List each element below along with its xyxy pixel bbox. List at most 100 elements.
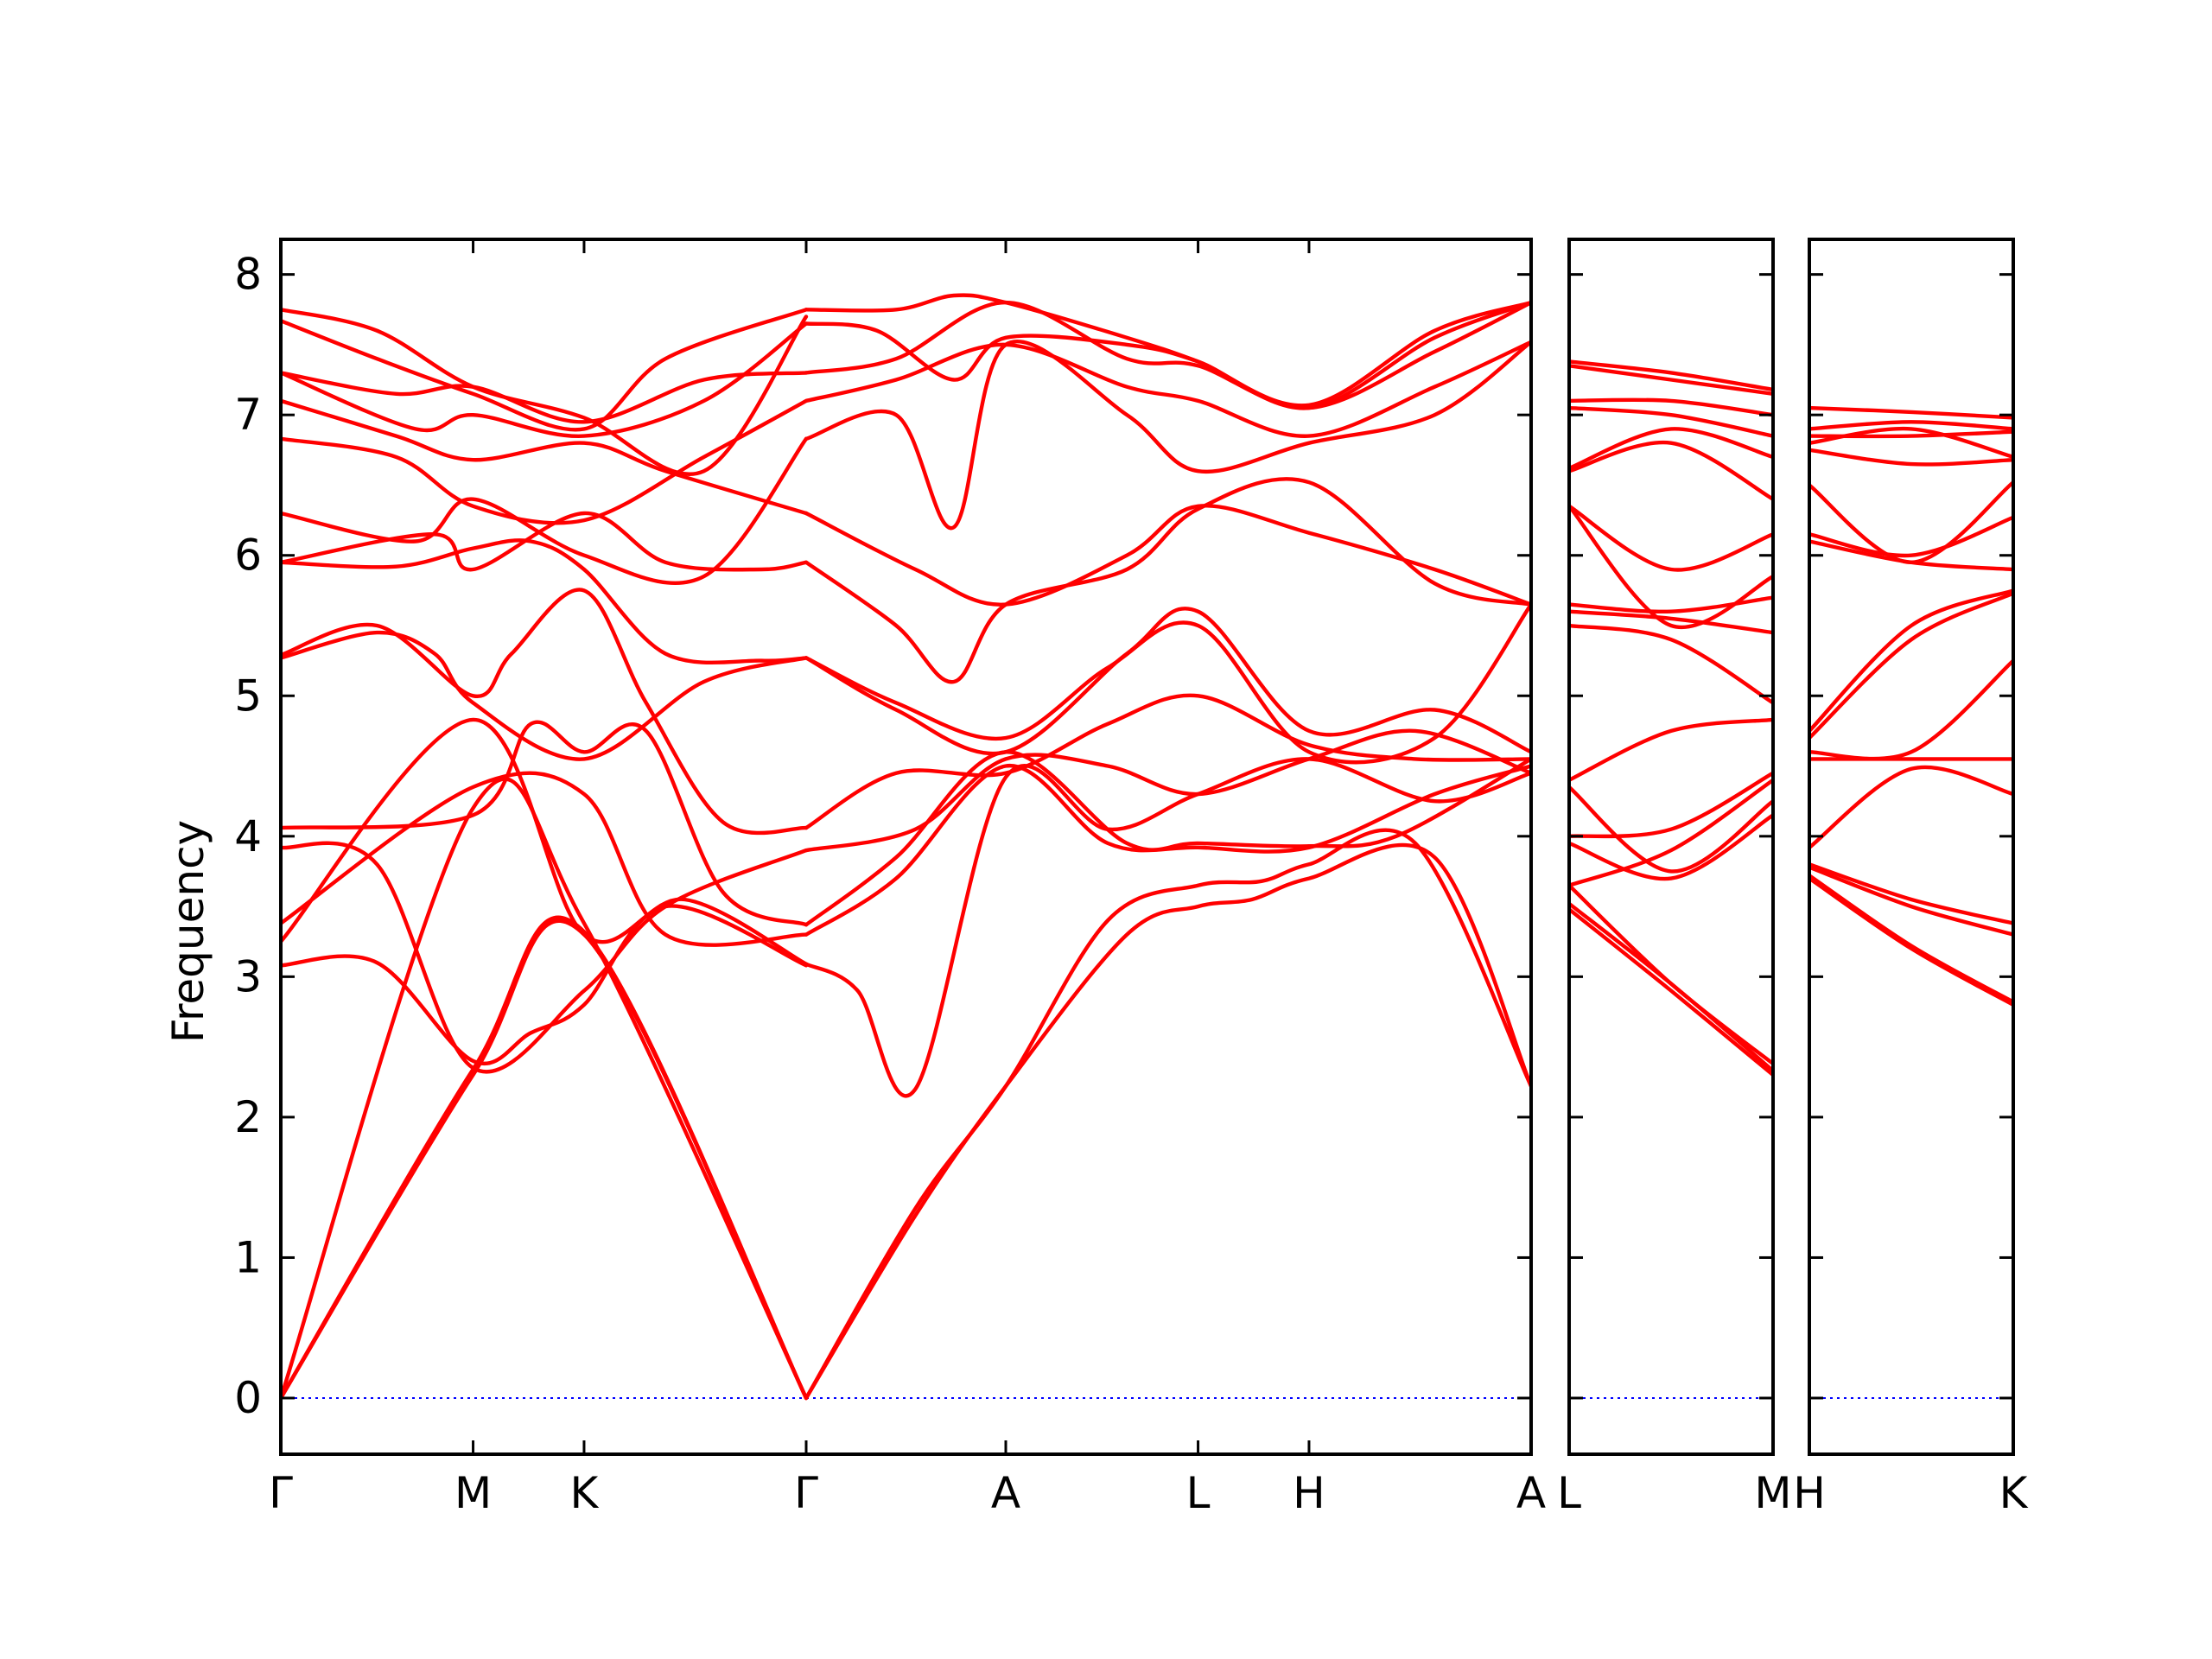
y-tick-label: 7 [234, 390, 262, 440]
band-line [1569, 595, 1773, 614]
x-tick-label: H [1293, 1468, 1325, 1518]
band-line [804, 602, 1531, 765]
bands [281, 293, 1531, 1401]
band-line [1569, 771, 1773, 839]
band-line [804, 828, 1531, 1401]
band-line [1569, 364, 1773, 396]
band-line [281, 588, 809, 836]
band-line [281, 308, 809, 476]
x-tick-label: K [570, 1468, 600, 1518]
band-line [1809, 426, 2013, 460]
band-line [804, 728, 1531, 853]
band-line [281, 308, 809, 432]
band-line [804, 340, 1531, 531]
band-line [281, 717, 809, 966]
band-line [804, 764, 1531, 937]
band-line [1809, 420, 2013, 431]
band-line [281, 841, 809, 1074]
panel-frame [279, 238, 1533, 1456]
x-tick-label: Γ [794, 1468, 818, 1518]
band-line [281, 538, 809, 665]
x-tick-label: A [991, 1468, 1020, 1518]
band-line [281, 398, 809, 516]
band-line [1569, 883, 1773, 1066]
band-line [1569, 623, 1773, 705]
band-line [1569, 359, 1773, 392]
bands [1569, 359, 1773, 1077]
band-line [1569, 504, 1773, 572]
band-line [804, 300, 1531, 410]
y-tick-label: 8 [234, 250, 262, 300]
band-line [281, 398, 809, 525]
band-line [804, 477, 1531, 684]
band-line [1809, 658, 2013, 761]
band-line [1809, 448, 2013, 467]
band-line [1569, 405, 1773, 438]
y-tick-label: 6 [234, 531, 262, 581]
band-line [1569, 397, 1773, 417]
band-line [281, 915, 809, 1401]
band-line [804, 293, 1531, 408]
band-line [281, 777, 809, 1401]
band-line [1569, 440, 1773, 501]
band-line [281, 771, 809, 947]
x-tick-label: L [1186, 1468, 1211, 1518]
y-axis-label: Frequency [163, 820, 213, 1043]
band-line [1569, 785, 1773, 874]
band-line [1809, 765, 2013, 849]
band-line [281, 720, 809, 927]
x-tick-label: M [1754, 1468, 1791, 1518]
x-tick-label: H [1793, 1468, 1826, 1518]
band-line [804, 300, 1531, 410]
band-line [1809, 515, 2013, 558]
band-line [1809, 876, 2013, 1007]
band-line [1569, 813, 1773, 881]
band-line [1809, 588, 2013, 734]
x-tick-label: K [1999, 1468, 2029, 1518]
band-line [281, 321, 809, 438]
y-tick-label: 1 [234, 1232, 262, 1282]
y-tick-label: 3 [234, 951, 262, 1001]
panel-frame [1808, 238, 2015, 1456]
bands [1809, 405, 2013, 1007]
y-tick-label: 0 [234, 1373, 262, 1423]
band-line [1569, 717, 1773, 782]
band-line [1809, 591, 2013, 741]
x-tick-label: L [1557, 1468, 1581, 1518]
band-line [1569, 778, 1773, 887]
band-line [281, 511, 809, 572]
band-line [281, 904, 809, 1065]
x-tick-label: A [1516, 1468, 1546, 1518]
band-line [1809, 429, 2013, 439]
band-line [1809, 874, 2013, 1004]
band-line [804, 842, 1531, 1401]
x-tick-label: M [454, 1468, 492, 1518]
band-line [281, 371, 809, 424]
band-line [804, 693, 1531, 830]
band-line [1569, 901, 1773, 1073]
band-line [1569, 609, 1773, 635]
band-line [1569, 427, 1773, 471]
panel-frame [1567, 238, 1775, 1456]
band-line [1809, 480, 2013, 565]
band-line [1569, 907, 1773, 1077]
band-line [804, 750, 1531, 927]
band-line [804, 607, 1531, 756]
band-line [1809, 405, 2013, 420]
band-line [281, 918, 809, 1401]
band-line [1809, 862, 2013, 925]
band-line [804, 757, 1531, 1098]
y-tick-label: 2 [234, 1092, 262, 1142]
band-line [1809, 865, 2013, 937]
band-line [804, 340, 1531, 438]
y-tick-label: 5 [234, 671, 262, 721]
band-line [281, 630, 809, 761]
y-tick-label: 4 [234, 811, 262, 861]
panel-main: 0 1 2 3 4 5 6 7 8 Γ M K Γ A L H A [234, 238, 1546, 1518]
band-line [1569, 504, 1773, 630]
x-tick-label: Γ [269, 1468, 293, 1518]
